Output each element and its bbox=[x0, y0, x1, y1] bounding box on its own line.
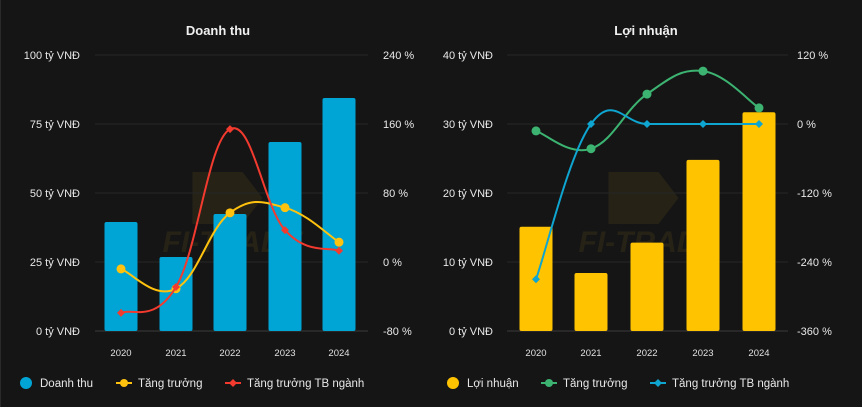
legend-item[interactable]: Tăng trưởng TB ngành bbox=[650, 378, 789, 390]
bar-2023 bbox=[686, 159, 720, 331]
legend-item[interactable]: Lợi nhuận bbox=[447, 377, 519, 390]
bar-2021 bbox=[159, 257, 193, 331]
chart-title: Lợi nhuận bbox=[614, 23, 677, 38]
point-2024 bbox=[754, 103, 764, 113]
right-axis-tick: 0 % bbox=[383, 257, 402, 269]
point-2023 bbox=[280, 203, 290, 213]
legend-marker-icon bbox=[229, 379, 237, 387]
legend-label: Tăng trưởng bbox=[563, 378, 627, 390]
x-axis-tick: 2024 bbox=[328, 348, 349, 359]
x-axis-tick: 2020 bbox=[110, 348, 131, 359]
bar-2024 bbox=[742, 112, 776, 332]
bar-2020 bbox=[104, 221, 138, 331]
x-axis-tick: 2023 bbox=[692, 348, 713, 359]
point-2021 bbox=[586, 144, 596, 154]
left-axis-tick: 0 tỷ VNĐ bbox=[449, 326, 493, 338]
point-2023 bbox=[281, 226, 289, 235]
right-axis-tick: 80 % bbox=[383, 188, 408, 200]
legend-label: Tăng trưởng bbox=[138, 378, 202, 390]
legend-marker-icon bbox=[545, 379, 553, 387]
point-2023 bbox=[698, 66, 708, 76]
point-2022 bbox=[642, 89, 652, 99]
legend-bar-icon bbox=[20, 377, 32, 389]
point-2020 bbox=[116, 264, 126, 274]
point-2022 bbox=[643, 120, 651, 128]
chart-title: Doanh thu bbox=[186, 23, 250, 38]
right-axis-tick: 240 % bbox=[383, 50, 414, 62]
left-axis-tick: 25 tỷ VNĐ bbox=[30, 257, 80, 269]
point-2023 bbox=[699, 120, 707, 128]
right-axis-tick: -360 % bbox=[797, 326, 832, 338]
x-axis-tick: 2023 bbox=[274, 348, 295, 359]
left-axis-tick: 40 tỷ VNĐ bbox=[443, 50, 493, 62]
left-axis-tick: 0 tỷ VNĐ bbox=[36, 326, 80, 338]
right-axis-tick: -80 % bbox=[383, 326, 412, 338]
left-axis-tick: 30 tỷ VNĐ bbox=[443, 119, 493, 131]
right-axis-tick: 160 % bbox=[383, 119, 414, 131]
x-axis-tick: 2020 bbox=[525, 348, 546, 359]
legend-bar-icon bbox=[447, 377, 459, 389]
legend-label: Lợi nhuận bbox=[467, 378, 519, 390]
left-axis-tick: 75 tỷ VNĐ bbox=[30, 119, 80, 131]
bar-2021 bbox=[574, 273, 608, 331]
point-2020 bbox=[117, 308, 125, 317]
left-axis-tick: 20 tỷ VNĐ bbox=[443, 188, 493, 200]
x-axis-tick: 2024 bbox=[748, 348, 769, 359]
x-axis-tick: 2022 bbox=[636, 348, 657, 359]
right-axis-tick: 0 % bbox=[797, 119, 816, 131]
point-2021 bbox=[587, 120, 595, 128]
legend-item[interactable]: Tăng trưởng bbox=[541, 378, 627, 390]
legend-label: Tăng trưởng TB ngành bbox=[672, 378, 789, 390]
legend-label: Doanh thu bbox=[40, 378, 93, 390]
legend-item[interactable]: Tăng trưởng bbox=[116, 378, 202, 390]
legend-marker-icon bbox=[654, 379, 662, 387]
point-2020 bbox=[531, 126, 541, 136]
point-2022 bbox=[225, 208, 235, 218]
left-axis-tick: 10 tỷ VNĐ bbox=[443, 257, 493, 269]
right-axis-tick: -120 % bbox=[797, 188, 832, 200]
point-2020 bbox=[532, 275, 540, 284]
bar-2024 bbox=[322, 98, 356, 331]
point-2024 bbox=[335, 246, 343, 255]
point-2024 bbox=[334, 237, 344, 247]
bar-2022 bbox=[213, 213, 247, 331]
x-axis-tick: 2022 bbox=[219, 348, 240, 359]
left-axis-tick: 100 tỷ VNĐ bbox=[24, 50, 80, 62]
point-2021 bbox=[172, 283, 180, 292]
legend-item[interactable]: Doanh thu bbox=[20, 377, 93, 390]
bar-2023 bbox=[268, 141, 302, 331]
right-axis-tick: 120 % bbox=[797, 50, 828, 62]
left-axis-tick: 50 tỷ VNĐ bbox=[30, 188, 80, 200]
x-axis-tick: 2021 bbox=[165, 348, 186, 359]
legend-item[interactable]: Tăng trưởng TB ngành bbox=[225, 378, 364, 390]
legend-marker-icon bbox=[120, 379, 128, 387]
point-2024 bbox=[755, 120, 763, 128]
series-line-2 bbox=[535, 109, 759, 280]
legend-label: Tăng trưởng TB ngành bbox=[247, 378, 364, 390]
x-axis-tick: 2021 bbox=[580, 348, 601, 359]
bar-2022 bbox=[630, 242, 664, 331]
point-2022 bbox=[226, 125, 234, 134]
right-axis-tick: -240 % bbox=[797, 257, 832, 269]
